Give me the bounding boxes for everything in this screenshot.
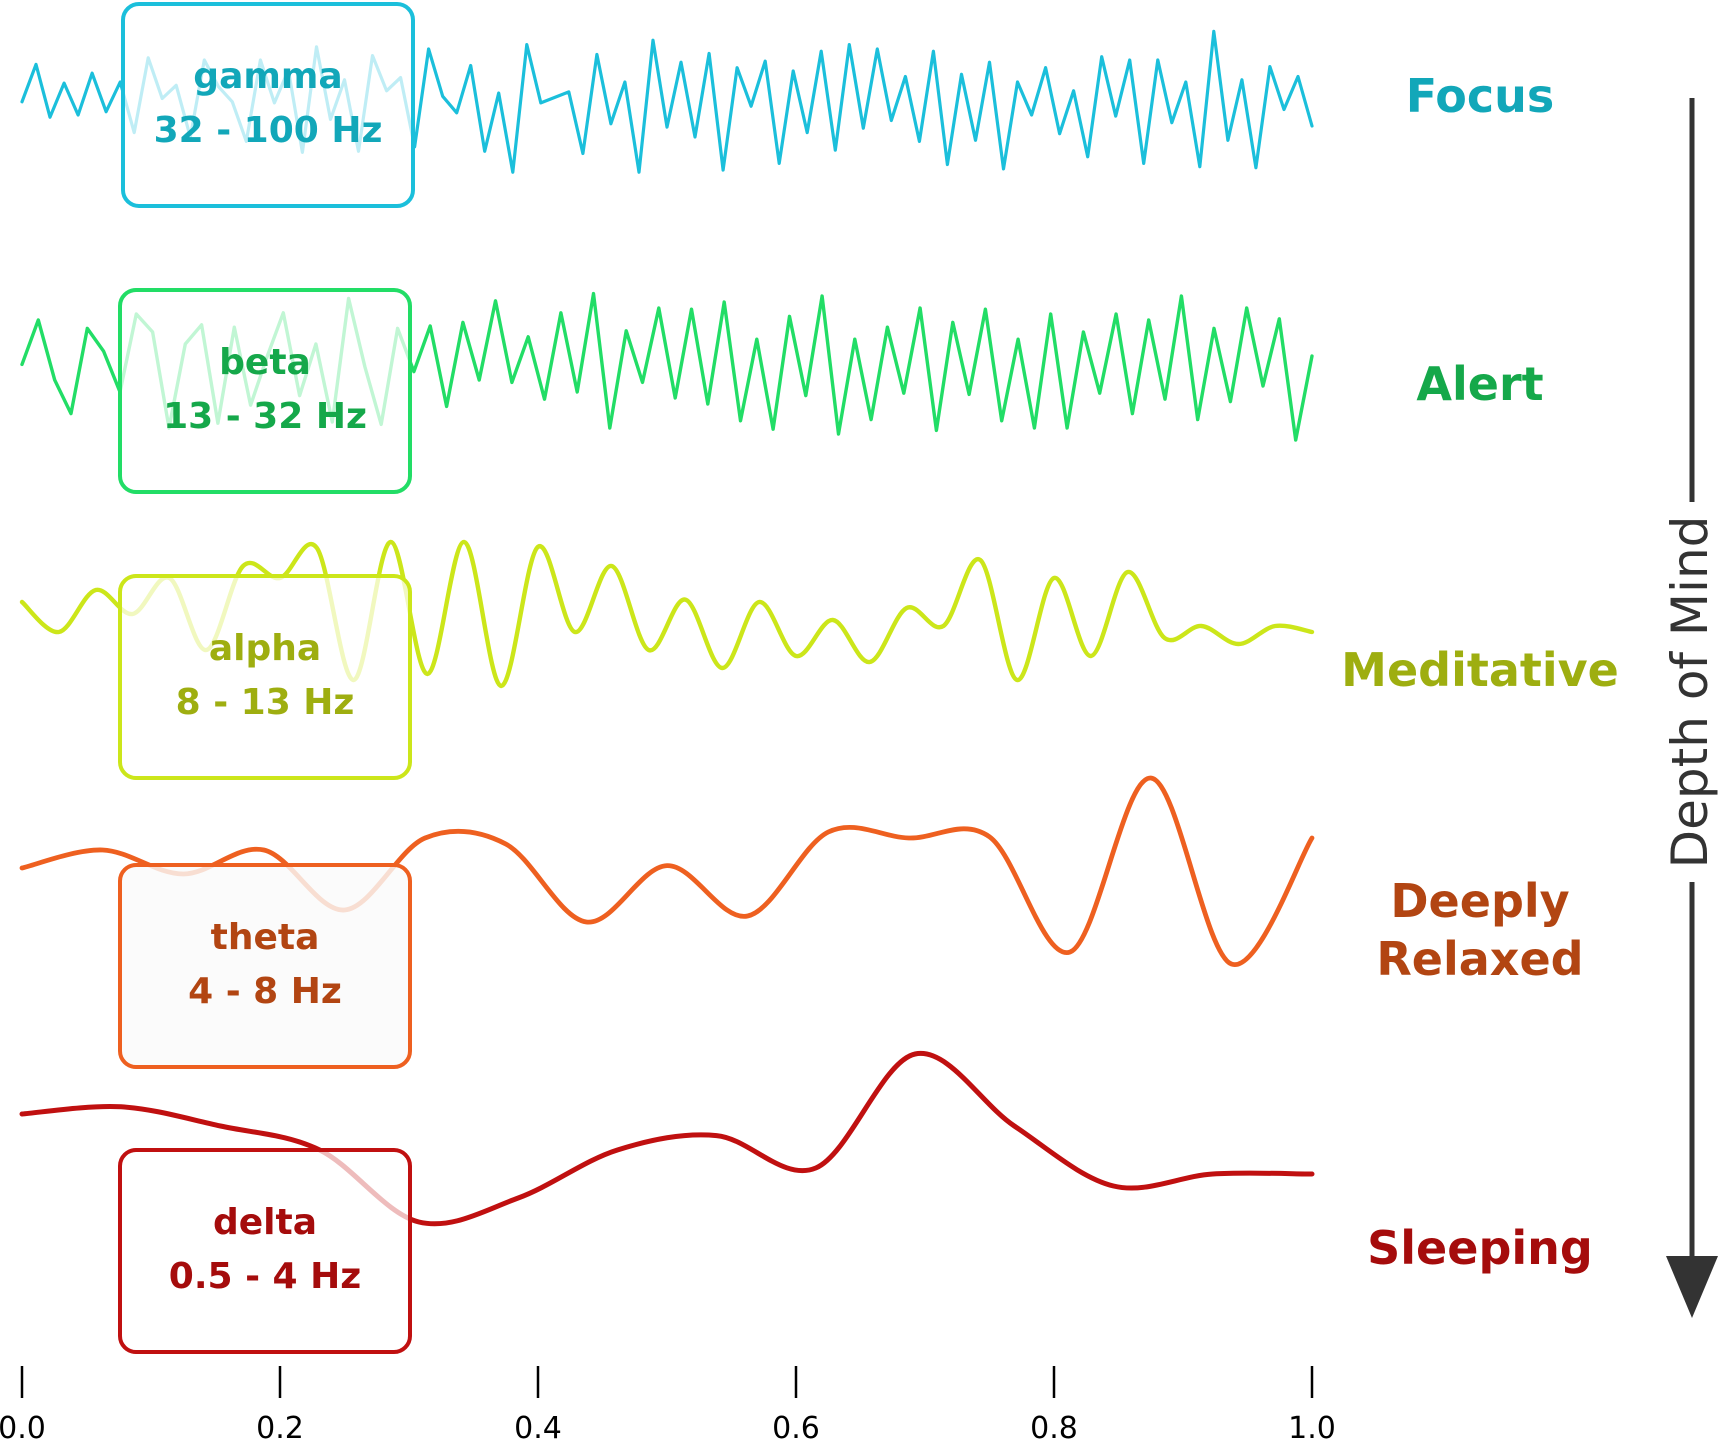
delta-label-box: delta 0.5 - 4 Hz bbox=[118, 1148, 412, 1354]
gamma-band-name: gamma bbox=[193, 56, 342, 97]
theta-band-name: theta bbox=[211, 917, 320, 958]
theta-box-frame bbox=[118, 863, 412, 1069]
alpha-frequency-range: 8 - 13 Hz bbox=[176, 682, 355, 723]
depth-of-mind-label: Depth of Mind bbox=[1661, 516, 1719, 869]
alpha-label-box: alpha 8 - 13 Hz bbox=[118, 574, 412, 780]
beta-box-frame bbox=[118, 288, 412, 494]
axis-tick-label: 0.0 bbox=[0, 1411, 46, 1444]
theta-wave bbox=[19, 775, 1315, 967]
time-axis: 0.0 0.2 0.4 0.6 0.8 1.0 bbox=[0, 1366, 1336, 1444]
beta-band-name: beta bbox=[219, 342, 311, 383]
theta-state-label: Relaxed bbox=[1376, 932, 1583, 986]
alpha-wave bbox=[19, 539, 1315, 689]
delta-band-name: delta bbox=[213, 1202, 317, 1243]
beta-state-label: Alert bbox=[1416, 357, 1543, 411]
gamma-box-frame bbox=[121, 2, 415, 208]
theta-frequency-range: 4 - 8 Hz bbox=[188, 971, 342, 1012]
axis-tick-label: 0.2 bbox=[256, 1411, 304, 1444]
gamma-state-label: Focus bbox=[1406, 69, 1555, 123]
gamma-frequency-range: 32 - 100 Hz bbox=[154, 110, 383, 151]
theta-label-box: theta 4 - 8 Hz bbox=[118, 863, 412, 1069]
delta-frequency-range: 0.5 - 4 Hz bbox=[169, 1256, 361, 1297]
axis-tick-label: 0.4 bbox=[514, 1411, 562, 1444]
alpha-band-name: alpha bbox=[209, 628, 321, 669]
beta-label-box: beta 13 - 32 Hz bbox=[118, 288, 412, 494]
delta-state-label: Sleeping bbox=[1367, 1221, 1593, 1275]
alpha-box-frame bbox=[118, 574, 412, 780]
band-label-boxes: gamma 32 - 100 Hz beta 13 - 32 Hz alpha 8 - 1… bbox=[118, 2, 415, 1354]
gamma-label-box: gamma 32 - 100 Hz bbox=[121, 2, 415, 208]
axis-tick-label: 0.6 bbox=[772, 1411, 820, 1444]
depth-of-mind-indicator: Depth of Mind bbox=[1661, 98, 1719, 1318]
delta-box-frame bbox=[118, 1148, 412, 1354]
theta-state-label: Deeply bbox=[1390, 874, 1569, 928]
delta-wave bbox=[19, 1051, 1315, 1227]
alpha-state-label: Meditative bbox=[1341, 643, 1619, 697]
beta-frequency-range: 13 - 32 Hz bbox=[163, 396, 367, 437]
axis-tick-label: 1.0 bbox=[1288, 1411, 1336, 1444]
depth-arrow-head-icon bbox=[1666, 1256, 1718, 1318]
axis-tick-label: 0.8 bbox=[1030, 1411, 1078, 1444]
